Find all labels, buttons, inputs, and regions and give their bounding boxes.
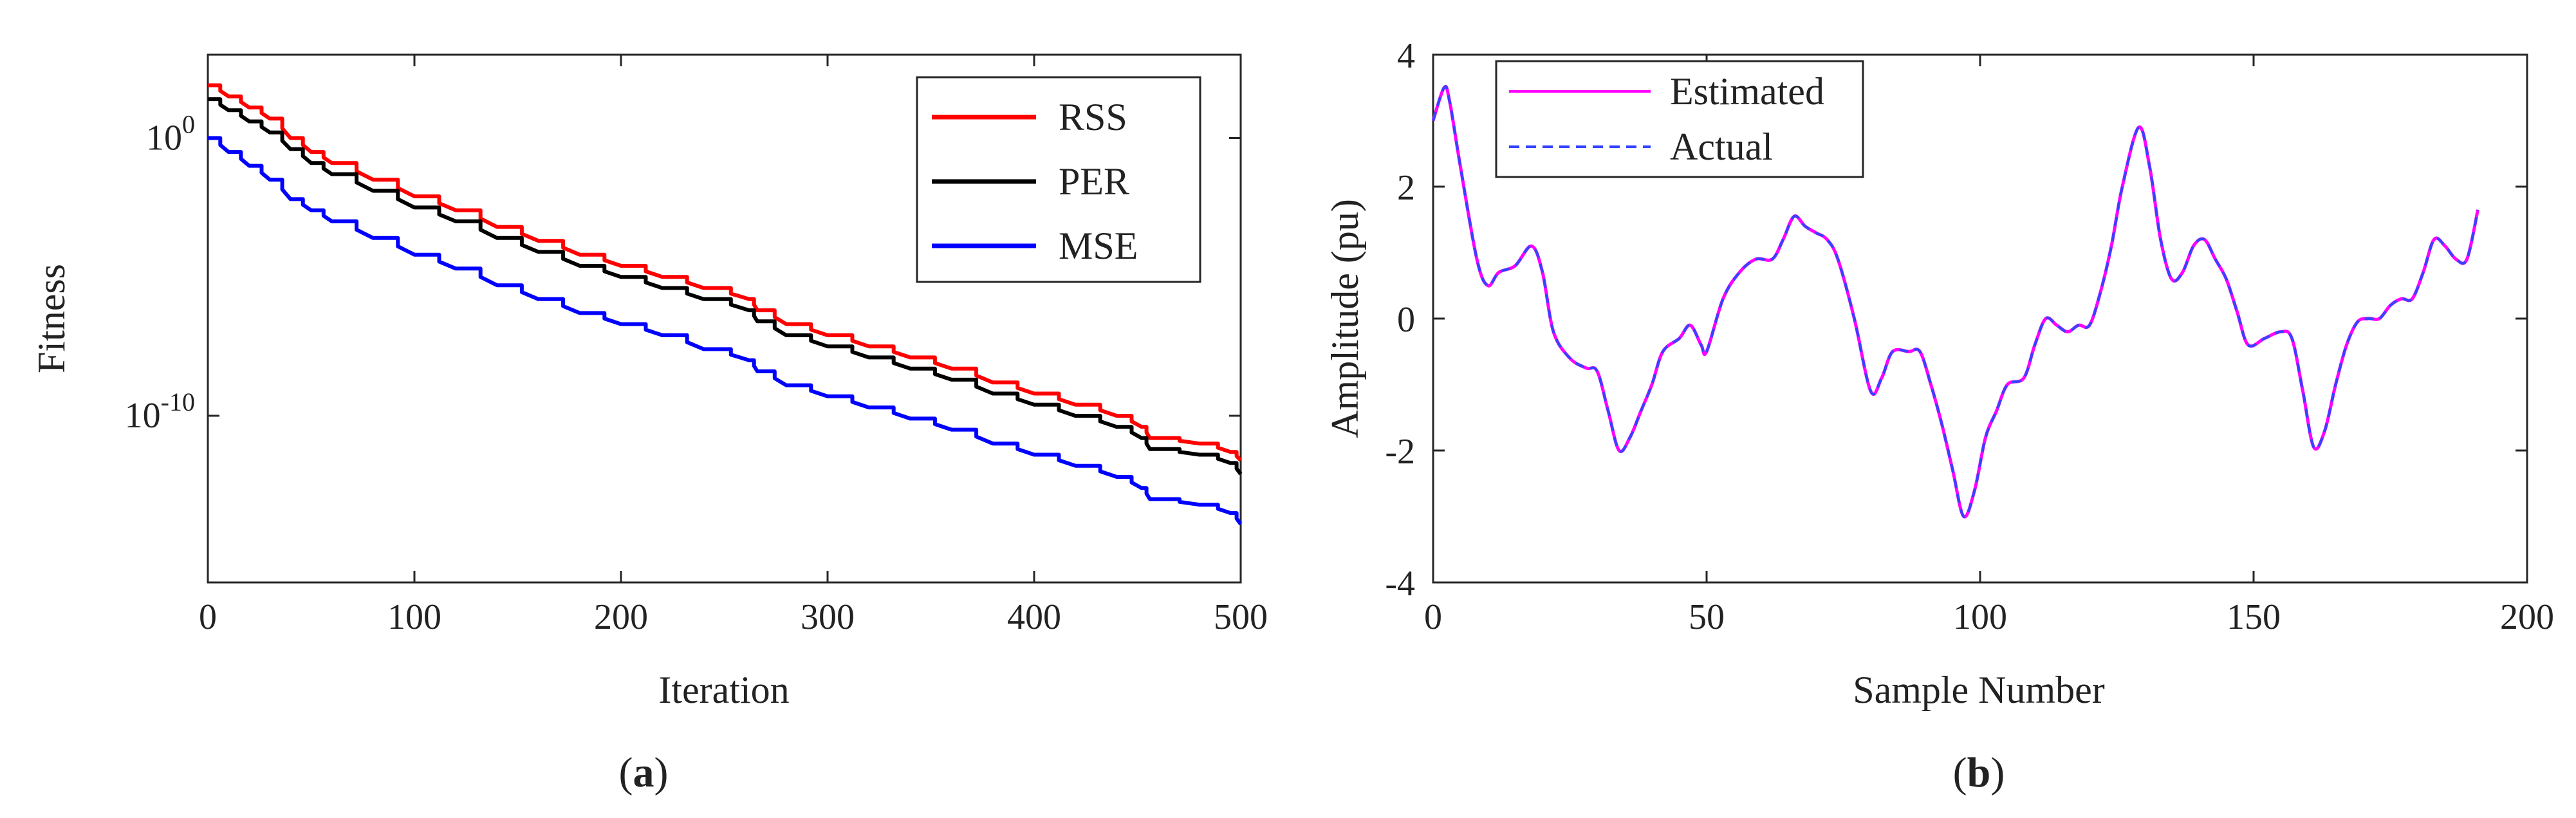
chart-a-ylabel: Fitness bbox=[30, 264, 73, 373]
chart-b-ytick-label: 4 bbox=[1397, 36, 1415, 76]
chart-b-legend-box bbox=[1495, 60, 1864, 178]
chart-a-xtick-label: 300 bbox=[801, 597, 855, 637]
chart-b-xlabel: Sample Number bbox=[1853, 669, 2105, 711]
chart-b: 0 50 100 150 200 -4 -2 0 2 4 Sample Number Amplit… bbox=[1324, 36, 2554, 796]
chart-a-xtick-label: 200 bbox=[594, 597, 648, 637]
chart-a-panel-label: (a) bbox=[619, 749, 669, 796]
chart-a: 0 100 200 300 400 500 100 10-10 Iteration Fitne… bbox=[30, 53, 1268, 796]
chart-a-ytick-label: 10-10 bbox=[125, 387, 195, 436]
chart-a-series-rss bbox=[208, 83, 1243, 462]
chart-b-xtick-label: 0 bbox=[1424, 597, 1442, 637]
chart-a-legend-label-per: PER bbox=[1059, 160, 1129, 203]
chart-b-ytick-label: 0 bbox=[1397, 300, 1415, 340]
chart-b-ytick-label: -2 bbox=[1385, 432, 1415, 472]
chart-b-series-actual bbox=[1432, 85, 2479, 519]
chart-a-xtick-label: 400 bbox=[1007, 597, 1061, 637]
chart-a-series-per bbox=[208, 97, 1243, 476]
chart-a-xtick-label: 500 bbox=[1214, 597, 1268, 637]
chart-a-xlabel: Iteration bbox=[658, 669, 789, 711]
chart-b-xtick-label: 100 bbox=[1953, 597, 2007, 637]
chart-b-xtick-label: 150 bbox=[2227, 597, 2281, 637]
chart-a-ytick-label: 100 bbox=[146, 109, 195, 158]
chart-a-xtick-label: 0 bbox=[199, 597, 217, 637]
chart-b-xtick-label: 200 bbox=[2500, 597, 2554, 637]
chart-a-legend-label-mse: MSE bbox=[1059, 225, 1138, 267]
chart-b-panel-label: (b) bbox=[1953, 749, 2005, 796]
chart-b-ylabel: Amplitude (pu) bbox=[1324, 199, 1366, 438]
chart-a-legend-label-rss: RSS bbox=[1059, 96, 1127, 138]
chart-b-xtick-label: 50 bbox=[1689, 597, 1725, 637]
chart-b-legend-label-actual: Actual bbox=[1670, 125, 1773, 168]
chart-a-series-mse bbox=[208, 136, 1243, 526]
chart-a-legend: RSS PER MSE bbox=[916, 76, 1201, 283]
chart-b-legend-label-estimated: Estimated bbox=[1670, 70, 1824, 113]
chart-b-ytick-label: 2 bbox=[1397, 168, 1415, 208]
chart-b-legend: Estimated Actual bbox=[1495, 60, 1864, 178]
chart-b-ytick-label: -4 bbox=[1385, 564, 1415, 604]
chart-a-xtick-label: 100 bbox=[387, 597, 441, 637]
